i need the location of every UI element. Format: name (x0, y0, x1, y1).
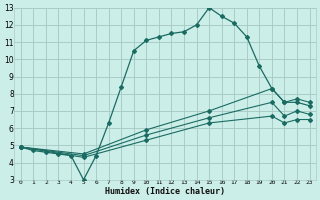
X-axis label: Humidex (Indice chaleur): Humidex (Indice chaleur) (105, 187, 225, 196)
